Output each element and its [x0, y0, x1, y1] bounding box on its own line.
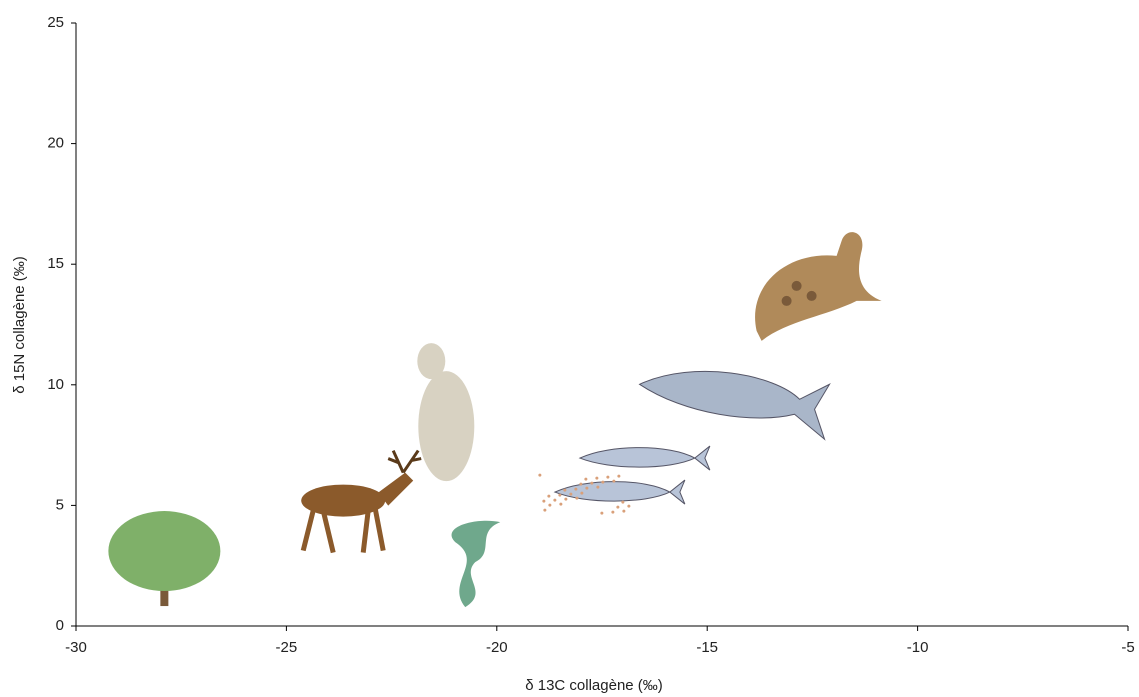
plankton: [617, 475, 620, 478]
plankton: [542, 500, 545, 503]
plankton: [569, 493, 572, 496]
x-tick-label: -30: [65, 639, 87, 656]
plankton: [606, 476, 609, 479]
point: [755, 232, 882, 341]
point: [640, 371, 830, 439]
plankton: [585, 487, 588, 490]
x-axis-label: δ 13C collagène (‰): [525, 677, 663, 694]
y-tick-label: 10: [47, 376, 64, 393]
x-tick-label: -5: [1121, 639, 1134, 656]
chart: δ 13C collagène (‰) δ 15N collagène (‰) …: [0, 0, 1139, 697]
x-tick-label: -25: [276, 639, 298, 656]
point: [301, 451, 421, 553]
plankton: [564, 498, 567, 501]
plankton: [600, 512, 603, 515]
y-tick-label: 0: [56, 617, 64, 634]
plankton: [621, 501, 624, 504]
frond: [452, 521, 501, 607]
plankton: [616, 506, 619, 509]
spot: [792, 281, 802, 291]
plankton: [543, 509, 546, 512]
y-axis-label: δ 15N collagène (‰): [11, 256, 28, 394]
plankton: [548, 504, 551, 507]
plankton: [559, 503, 562, 506]
y-tick-label: 15: [47, 255, 64, 272]
head: [417, 343, 445, 379]
plankton: [601, 481, 604, 484]
plankton: [612, 480, 615, 483]
point: [108, 511, 220, 606]
plankton: [595, 477, 598, 480]
spot: [782, 296, 792, 306]
plankton: [580, 492, 583, 495]
fish: [555, 480, 685, 504]
x-tick-label: -15: [696, 639, 718, 656]
plankton: [596, 486, 599, 489]
plankton: [574, 488, 577, 491]
body: [418, 371, 474, 481]
y-tick-label: 5: [56, 496, 64, 513]
point: [538, 446, 710, 514]
spot: [807, 291, 817, 301]
plankton: [579, 483, 582, 486]
plankton: [563, 489, 566, 492]
fish: [640, 371, 830, 439]
plankton: [553, 499, 556, 502]
fish: [580, 446, 710, 470]
seal: [755, 232, 882, 341]
plankton: [558, 494, 561, 497]
plankton: [627, 505, 630, 508]
page: δ 13C collagène (‰) δ 15N collagène (‰) …: [0, 0, 1139, 697]
plankton: [584, 478, 587, 481]
point: [417, 343, 474, 481]
plankton: [590, 482, 593, 485]
plankton: [611, 511, 614, 514]
plankton: [622, 510, 625, 513]
plankton: [547, 495, 550, 498]
antlers: [388, 451, 421, 473]
y-tick-label: 20: [47, 135, 64, 152]
point: [452, 521, 501, 607]
x-tick-label: -10: [907, 639, 929, 656]
x-tick-label: -20: [486, 639, 508, 656]
plankton: [538, 474, 541, 477]
crown: [108, 511, 220, 591]
plankton: [575, 497, 578, 500]
y-tick-label: 25: [47, 14, 64, 31]
